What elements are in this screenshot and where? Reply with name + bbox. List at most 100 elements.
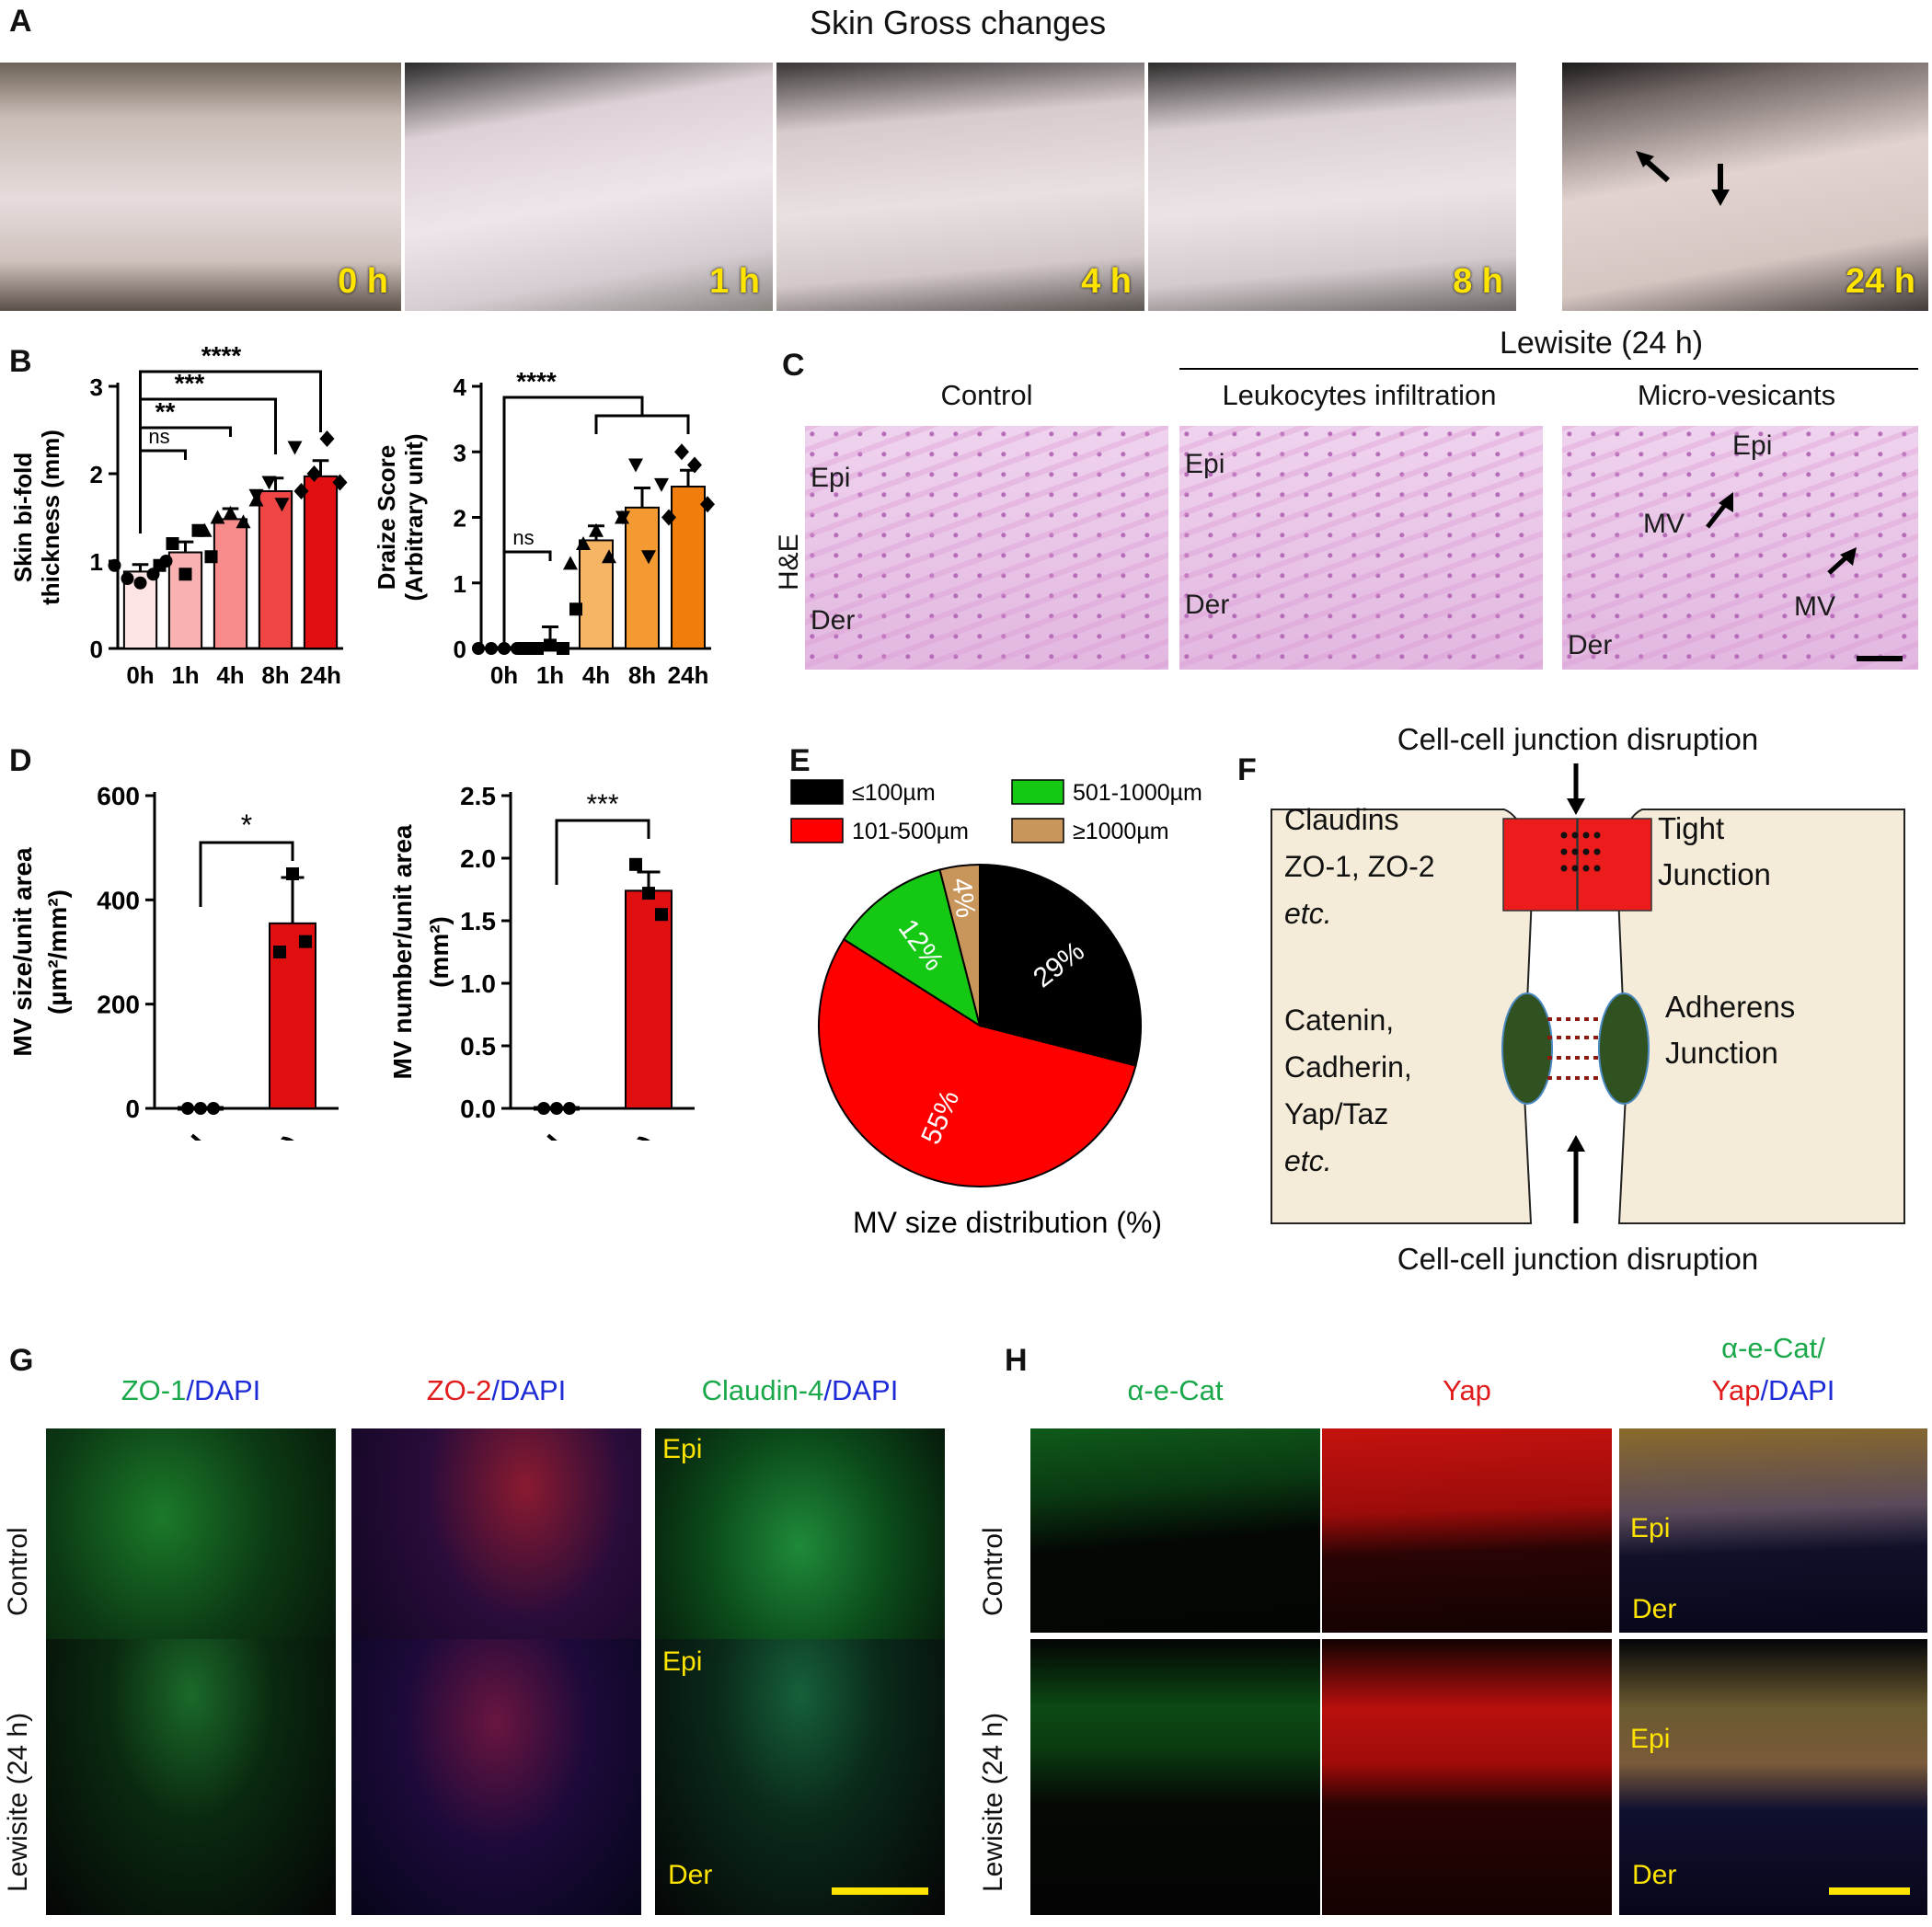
data-point: [485, 642, 498, 655]
data-point: [293, 483, 309, 499]
panel-a-letter: A: [9, 4, 32, 39]
he-image-leukocytes: Epi Der: [1179, 426, 1543, 670]
h-col2-title: Yap: [1443, 1374, 1491, 1406]
panel-a-title: Skin Gross changes: [810, 4, 1107, 41]
significance-bracket: [502, 396, 644, 637]
gross-photo-4h: 4 h: [776, 63, 1144, 311]
y-tick-label: 1.5: [460, 907, 496, 935]
data-point: [121, 572, 134, 585]
bottom-caption: Cell-cell junction disruption: [1397, 1242, 1759, 1276]
pie-slice-label: 4%: [946, 877, 981, 920]
y-axis-label: (Arbitrary unit): [400, 434, 428, 602]
up-arrow-icon: [1567, 1135, 1585, 1152]
y-tick-label: 0.5: [460, 1032, 496, 1061]
data-point: [248, 488, 264, 503]
data-point: [576, 536, 591, 550]
legend-label: ≤100µm: [852, 780, 936, 806]
h-yap-control: [1322, 1428, 1612, 1633]
scale-bar: [832, 1887, 928, 1895]
der-label: Der: [811, 605, 856, 636]
data-point: [629, 857, 642, 871]
chart-title: MV size distribution (%): [853, 1206, 1162, 1239]
panel-e-letter: E: [789, 743, 811, 778]
he-image-control: Epi Der: [805, 426, 1168, 670]
data-point: [287, 441, 303, 455]
gross-photo-1h: 1 h: [405, 63, 773, 311]
y-tick-label: 1: [90, 548, 103, 576]
dapi-label: /DAPI: [491, 1374, 567, 1406]
x-tick-label: 8h: [261, 661, 289, 689]
significance-label: **: [155, 397, 176, 426]
down-arrow-icon: [1567, 798, 1585, 815]
x-tick-label: 0h: [126, 661, 154, 689]
time-label-4h: 4 h: [1081, 262, 1132, 301]
scale-bar: [1857, 656, 1903, 661]
y-tick-label: 2.0: [460, 844, 496, 873]
significance-bracket: [199, 841, 294, 907]
right-bottom-line: Adherens: [1665, 990, 1795, 1024]
data-point: [550, 1102, 563, 1115]
scale-bar: [1829, 1887, 1910, 1895]
arrow-icon: [1719, 492, 1733, 512]
y-tick-label: 1: [454, 570, 466, 598]
tight-junction-dots: [1560, 832, 1601, 872]
y-tick-label: 4: [454, 373, 467, 401]
bar: [625, 506, 660, 649]
data-point: [332, 474, 348, 491]
h-ecat-control: [1030, 1428, 1320, 1633]
arrow-icon: [1636, 151, 1654, 167]
chart-mv-size: 0 200 400 600 MV size/unit area(µm²/mm²) Cont…: [8, 782, 339, 1141]
data-point: [563, 1102, 576, 1115]
g-col2-title: ZO-2/DAPI: [351, 1374, 641, 1407]
g-row-control: Control: [3, 1527, 33, 1616]
bar: [625, 889, 673, 1109]
h-col1-title: α-e-Cat: [1127, 1374, 1224, 1406]
h-yap-lewisite: [1322, 1639, 1612, 1915]
y-axis-label: (µm²/mm²): [43, 889, 72, 1015]
x-tick-label: 4h: [582, 661, 610, 689]
data-point: [518, 642, 531, 655]
data-point: [569, 602, 582, 616]
data-point: [299, 935, 312, 948]
legend-label: 501-1000µm: [1073, 780, 1202, 806]
dapi-label: /DAPI: [823, 1374, 899, 1406]
data-point: [642, 887, 655, 900]
der-label: Der: [1185, 590, 1230, 620]
x-tick-label: 4h: [216, 661, 244, 689]
bar: [303, 475, 339, 649]
h-row-lewisite: Lewisite (24 h): [978, 1712, 1008, 1892]
pie-slice: [938, 863, 981, 1027]
dapi-label: /DAPI: [1760, 1374, 1835, 1406]
pie-slice: [818, 937, 1137, 1187]
data-point: [654, 477, 669, 492]
y-axis-label: Skin bi-fold: [9, 453, 37, 583]
he-row-label: H&E: [774, 533, 804, 591]
legend-swatch: [790, 818, 844, 843]
x-tick-label: 1h: [171, 661, 199, 689]
y-axis-label: thickness (mm): [37, 430, 64, 605]
right-top-line: Tight: [1658, 811, 1724, 845]
data-point: [641, 550, 656, 565]
left-top-line: etc.: [1284, 897, 1332, 930]
data-point: [204, 550, 218, 564]
right-top-line: Junction: [1658, 857, 1771, 891]
lewisite-group-title: Lewisite (24 h): [1500, 326, 1704, 361]
claudin4-label: Claudin-4: [701, 1374, 824, 1406]
mv-arrows: [1706, 492, 1903, 661]
y-tick-label: 0: [125, 1095, 140, 1123]
significance-bracket: [555, 819, 650, 885]
left-bottom-line: Cadherin,: [1284, 1050, 1412, 1084]
significance-label: ns: [512, 526, 534, 549]
panel-h-letter: H: [1005, 1343, 1028, 1378]
y-tick-label: 0: [90, 636, 103, 663]
chart-mv-number: 0.0 0.5 1.0 1.5 2.0 2.5 MV number/unit area (mm…: [391, 782, 695, 1141]
legend-swatch: [790, 779, 844, 805]
data-point: [628, 458, 643, 473]
y-tick-label: 200: [97, 991, 140, 1019]
y-tick-label: 400: [97, 886, 140, 914]
adherens-left: [1501, 992, 1553, 1105]
h-col3-title-line1: α-e-Cat/: [1721, 1332, 1825, 1364]
adherens-right: [1598, 992, 1650, 1105]
data-point: [563, 556, 578, 570]
data-point: [273, 946, 286, 958]
